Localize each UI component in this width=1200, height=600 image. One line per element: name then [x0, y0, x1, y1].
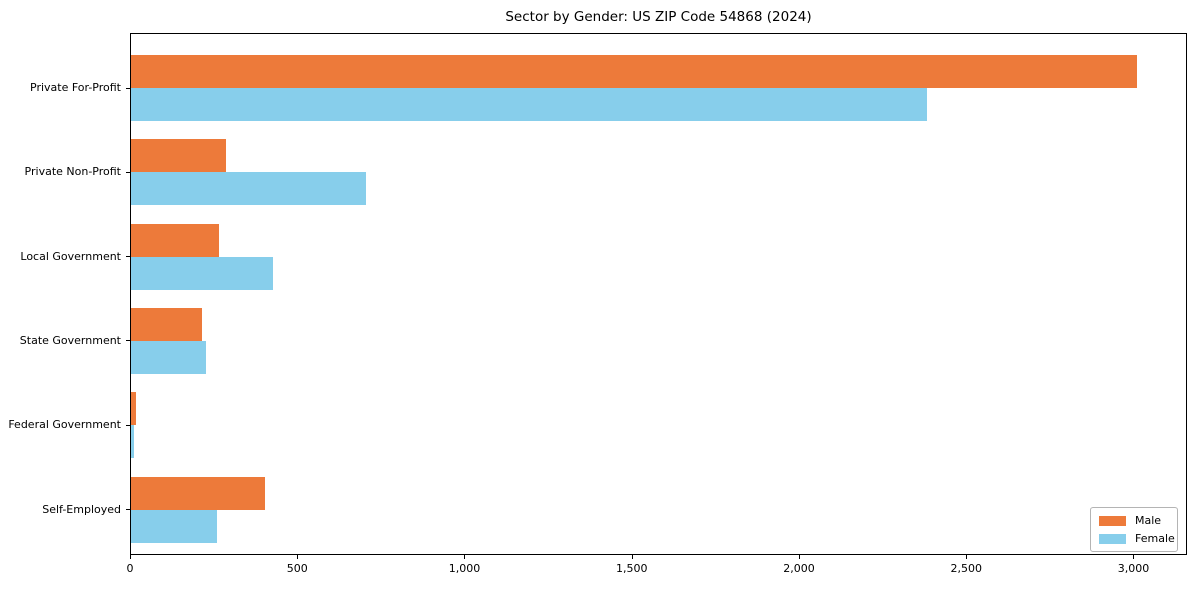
- x-axis-tick: [966, 555, 968, 559]
- x-axis-tick-label: 3,000: [1117, 562, 1150, 575]
- x-axis-tick-label: 500: [286, 562, 308, 575]
- bar-male-state-government: [131, 307, 202, 341]
- bar-male-private-non-profit: [131, 139, 226, 173]
- legend-item-female: Female: [1099, 533, 1175, 544]
- legend-swatch-male: [1099, 515, 1126, 526]
- x-axis-tick-label: 2,000: [783, 562, 815, 575]
- y-axis-label-state-government: State Government: [19, 333, 121, 347]
- y-axis-label-private-non-profit: Private Non-Profit: [24, 165, 121, 179]
- legend-label-female: Female: [1135, 532, 1175, 545]
- legend-label-male: Male: [1135, 514, 1162, 527]
- bar-male-local-government: [131, 223, 219, 257]
- x-axis-tick: [1133, 555, 1135, 559]
- x-axis-tick: [130, 555, 131, 559]
- y-axis-tick: [126, 171, 130, 173]
- y-axis-label-self-employed: Self-Employed: [42, 502, 121, 516]
- x-axis-tick-label: 1,000: [448, 562, 481, 575]
- x-axis-tick-label: 1,500: [615, 562, 648, 575]
- legend-item-male: Male: [1099, 515, 1169, 526]
- x-axis-tick: [798, 555, 800, 559]
- bar-female-local-government: [131, 256, 274, 290]
- y-axis-tick: [126, 509, 130, 511]
- bar-male-self-employed: [131, 476, 265, 510]
- y-axis-label-local-government: Local Government: [20, 249, 121, 263]
- y-axis-tick: [126, 87, 130, 89]
- bar-female-private-for-profit: [131, 88, 928, 121]
- y-axis-label-private-for-profit: Private For-Profit: [30, 81, 121, 94]
- x-axis-tick-label: 2,500: [950, 562, 982, 575]
- y-axis-tick: [126, 256, 130, 258]
- x-axis-tick: [631, 555, 633, 559]
- y-axis-tick: [126, 340, 130, 342]
- chart-title: Sector by Gender: US ZIP Code 54868 (202…: [505, 9, 812, 25]
- x-axis-tick: [297, 555, 299, 559]
- bar-female-self-employed: [131, 509, 218, 543]
- bar-male-federal-government: [131, 392, 137, 426]
- bar-male-private-for-profit: [131, 55, 1137, 88]
- y-axis-label-federal-government: Federal Government: [8, 418, 121, 432]
- bar-female-private-non-profit: [131, 172, 367, 206]
- x-axis-tick: [464, 555, 466, 559]
- bar-female-state-government: [131, 340, 207, 374]
- legend: Male Female: [1090, 507, 1178, 552]
- y-axis-tick: [126, 424, 130, 426]
- x-axis-tick-label: 0: [126, 562, 134, 575]
- bar-female-federal-government: [131, 425, 134, 459]
- legend-swatch-female: [1099, 533, 1126, 544]
